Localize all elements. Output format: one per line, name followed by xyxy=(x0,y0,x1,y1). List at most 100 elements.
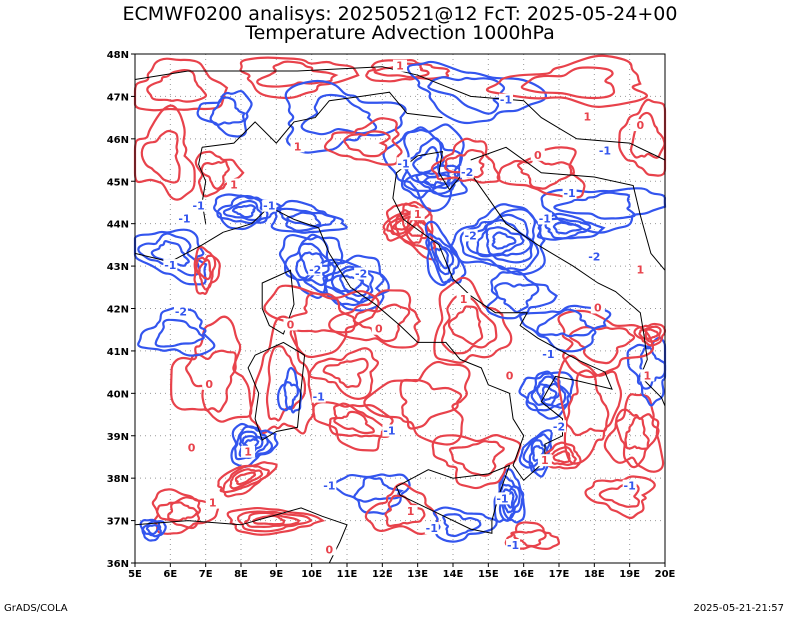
contour-label: -1 xyxy=(539,212,551,225)
y-tick-label: 37N xyxy=(107,517,129,528)
x-tick-label: 16E xyxy=(513,569,534,580)
y-tick-label: 48N xyxy=(107,50,129,61)
warm-advection-contour xyxy=(585,476,654,517)
contour-label: -2 xyxy=(588,251,600,264)
contour-lines xyxy=(135,56,665,549)
warm-advection-contour xyxy=(147,70,206,101)
y-tick-label: 38N xyxy=(107,474,129,485)
contour-label: 0 xyxy=(188,441,196,454)
cold-advection-contour xyxy=(428,77,504,113)
contour-label: -1 xyxy=(397,157,409,170)
x-tick-label: 6E xyxy=(163,569,177,580)
footer-credit: GrADS/COLA xyxy=(4,603,68,614)
contour-label: -2 xyxy=(553,420,565,433)
warm-advection-contour xyxy=(625,417,648,448)
y-tick-label: 42N xyxy=(107,305,129,316)
lat-lon-grid xyxy=(135,54,665,563)
contour-label: 1 xyxy=(541,454,549,467)
x-tick-label: 18E xyxy=(584,569,605,580)
contour-label: -1 xyxy=(500,94,512,107)
contour-label: 1 xyxy=(294,140,302,153)
contour-label: -1 xyxy=(178,212,190,225)
contour-label: 1 xyxy=(644,369,652,382)
contour-label: 0 xyxy=(326,543,334,556)
x-tick-label: 12E xyxy=(372,569,393,580)
x-tick-label: 10E xyxy=(301,569,322,580)
contour-label: -2 xyxy=(175,306,187,319)
x-tick-label: 7E xyxy=(199,569,213,580)
cold-advection-contour xyxy=(156,320,204,347)
x-tick-label: 19E xyxy=(619,569,640,580)
x-tick-label: 14E xyxy=(443,569,464,580)
footer-timestamp: 2025-05-21-21:57 xyxy=(693,603,784,614)
warm-advection-contour xyxy=(364,362,469,444)
warm-advection-contour xyxy=(619,100,665,176)
y-tick-label: 39N xyxy=(107,432,129,443)
contour-label: -1 xyxy=(263,200,275,213)
border-alps xyxy=(202,92,442,147)
cold-advection-contour xyxy=(147,525,158,534)
contour-label: -1 xyxy=(426,522,438,535)
x-tick-label: 8E xyxy=(234,569,248,580)
contour-label: 1 xyxy=(230,178,238,191)
advection-map: -1 -1 -2 -2 -1 -2 -2 -1 -1 -2 -1 -1 -2 -1 -1 -1 -1 -1 -2 -1… xyxy=(0,0,800,618)
x-tick-label: 9E xyxy=(269,569,283,580)
contour-label: -2 xyxy=(355,268,367,281)
y-tick-label: 41N xyxy=(107,347,129,358)
warm-advection-contour xyxy=(325,118,402,164)
y-tick-label: 47N xyxy=(107,92,129,103)
contour-label: 1 xyxy=(244,446,252,459)
contour-label: 0 xyxy=(375,323,383,336)
contour-label: 0 xyxy=(636,119,644,132)
border-balkans xyxy=(471,147,665,270)
x-tick-label: 5E xyxy=(128,569,142,580)
contour-label: -1 xyxy=(599,145,611,158)
y-tick-label: 44N xyxy=(107,220,129,231)
warm-advection-contour xyxy=(313,402,392,450)
contour-label: -2 xyxy=(465,229,477,242)
contour-label: -1 xyxy=(323,480,335,493)
contour-label: -1 xyxy=(507,539,519,552)
warm-advection-contour xyxy=(168,502,197,520)
y-tick-label: 36N xyxy=(107,559,129,570)
contour-label: -2 xyxy=(461,166,473,179)
contour-label: 1 xyxy=(583,111,591,124)
warm-advection-contour xyxy=(329,290,420,347)
cold-advection-contour xyxy=(554,223,581,234)
contour-label: 0 xyxy=(205,378,213,391)
contour-label: -1 xyxy=(563,187,575,200)
warm-advection-contour xyxy=(334,412,374,433)
contour-label: -1 xyxy=(383,425,395,438)
warm-advection-contour xyxy=(522,67,614,98)
warm-advection-contour xyxy=(135,106,195,200)
warm-advection-contour xyxy=(434,278,511,363)
contour-label: 0 xyxy=(594,302,602,315)
x-tick-label: 11E xyxy=(337,569,358,580)
x-tick-label: 15E xyxy=(478,569,499,580)
contour-label: 0 xyxy=(287,318,295,331)
contour-label: -1 xyxy=(313,391,325,404)
warm-advection-contour xyxy=(257,62,336,87)
contour-label: 0 xyxy=(506,369,514,382)
contour-label: -2 xyxy=(309,263,321,276)
x-tick-label: 17E xyxy=(549,569,570,580)
contour-label: -1 xyxy=(624,480,636,493)
contour-label: 1 xyxy=(460,293,468,306)
contour-label: -1 xyxy=(542,348,554,361)
cold-advection-contour xyxy=(493,233,516,249)
contour-label: 1 xyxy=(407,505,415,518)
y-tick-label: 43N xyxy=(107,262,129,273)
contour-label: 0 xyxy=(534,149,542,162)
cold-advection-contour xyxy=(211,98,245,125)
y-tick-label: 40N xyxy=(107,389,129,400)
warm-advection-contour xyxy=(605,394,663,471)
y-tick-label: 45N xyxy=(107,177,129,188)
warm-advection-contour xyxy=(171,317,251,422)
cold-advection-contour xyxy=(233,205,255,217)
contour-label: 1 xyxy=(396,60,404,73)
y-tick-label: 46N xyxy=(107,135,129,146)
contour-label: 1 xyxy=(209,497,217,510)
cold-advection-contour xyxy=(434,508,497,542)
contour-label: 1 xyxy=(414,208,422,221)
x-tick-label: 13E xyxy=(407,569,428,580)
